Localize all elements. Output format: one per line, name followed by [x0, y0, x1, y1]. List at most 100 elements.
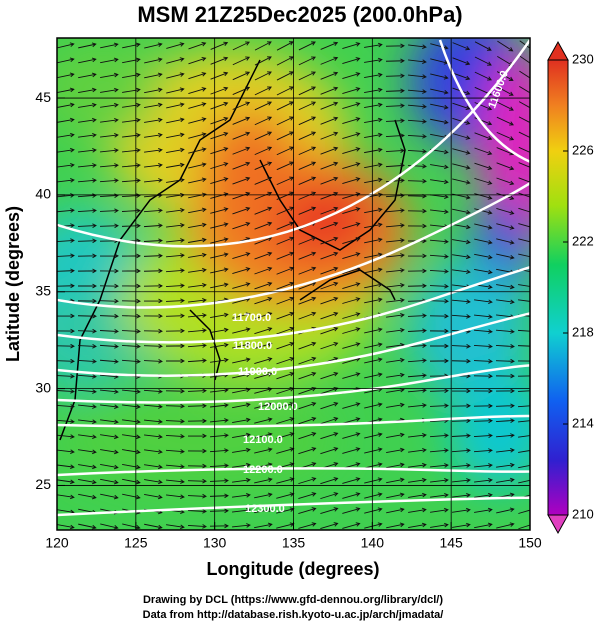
wind-arrow	[144, 57, 163, 64]
wind-arrow	[452, 102, 471, 110]
wind-arrow	[100, 404, 119, 409]
wind-arrow	[210, 237, 229, 244]
wind-arrow	[495, 358, 515, 364]
wind-arrow	[342, 522, 361, 529]
wind-arrow	[298, 266, 317, 275]
wind-arrow	[78, 102, 97, 108]
wind-arrow	[210, 403, 229, 408]
wind-arrow	[474, 223, 493, 230]
wind-arrow	[210, 101, 229, 110]
wind-arrow	[320, 447, 339, 455]
wind-arrow	[143, 298, 163, 304]
wind-arrow	[452, 269, 471, 275]
wind-arrow	[57, 238, 75, 243]
wind-arrow	[100, 493, 119, 500]
wind-arrow	[254, 342, 273, 350]
wind-arrow	[407, 343, 427, 348]
wind-arrow	[496, 238, 515, 245]
wind-arrow	[254, 462, 273, 469]
wind-arrow	[209, 448, 229, 453]
wind-arrow	[209, 493, 229, 499]
wind-arrow	[188, 102, 207, 109]
wind-arrow	[495, 373, 515, 379]
wind-arrow	[430, 478, 449, 483]
wind-arrow	[385, 223, 405, 228]
wind-arrow	[57, 102, 75, 108]
wind-arrow	[232, 282, 251, 289]
wind-arrow	[100, 478, 119, 485]
wind-arrow	[188, 222, 207, 229]
wind-arrow	[122, 117, 141, 123]
wind-arrow	[429, 343, 449, 349]
wind-arrow	[165, 283, 185, 288]
wind-arrow	[187, 388, 207, 394]
wind-arrow	[298, 56, 316, 66]
wind-arrow	[451, 403, 471, 409]
y-tick-label: 45	[35, 89, 51, 105]
wind-arrow	[298, 146, 317, 156]
wind-arrow	[429, 283, 449, 289]
wind-arrow	[78, 419, 97, 424]
wind-arrow	[144, 102, 163, 109]
x-tick-label: 125	[124, 535, 148, 551]
wind-arrow	[187, 343, 207, 348]
wind-arrow	[165, 434, 185, 439]
wind-arrow	[166, 132, 185, 139]
wind-arrow	[386, 283, 405, 288]
x-tick-label: 150	[518, 535, 542, 551]
wind-arrow	[298, 341, 317, 350]
wind-arrow	[342, 402, 361, 409]
wind-arrow	[78, 42, 97, 49]
wind-arrow	[474, 56, 492, 66]
wind-arrow	[122, 72, 141, 79]
wind-arrow	[496, 177, 515, 186]
wind-arrow	[385, 43, 405, 49]
wind-arrow	[254, 507, 273, 514]
wind-arrow	[144, 163, 163, 168]
wind-arrow	[210, 312, 229, 319]
wind-arrow	[364, 492, 383, 499]
wind-arrow	[188, 132, 207, 139]
wind-arrow	[342, 372, 361, 379]
wind-arrow	[452, 163, 471, 170]
wind-arrow	[386, 402, 405, 408]
wind-arrow	[320, 507, 339, 515]
wind-arrow	[386, 432, 405, 438]
contour-label: 12300.0	[245, 503, 285, 515]
wind-arrow	[210, 132, 229, 140]
wind-arrow	[320, 116, 339, 125]
wind-arrow	[386, 507, 405, 514]
wind-arrow	[166, 494, 185, 499]
wind-arrow	[386, 268, 405, 273]
wind-arrow	[99, 313, 119, 319]
wind-arrow	[209, 463, 229, 468]
wind-arrow	[121, 208, 141, 213]
wind-arrow	[143, 313, 163, 319]
wind-arrow	[166, 117, 185, 124]
contour-line	[57, 265, 530, 344]
wind-arrow	[254, 372, 273, 379]
wind-arrow	[100, 449, 119, 455]
wind-arrow	[364, 477, 383, 484]
wind-arrow	[232, 176, 251, 185]
wind-arrow	[166, 223, 185, 228]
wind-arrow	[452, 208, 471, 215]
wind-arrow	[165, 328, 185, 334]
wind-arrow	[122, 148, 141, 153]
wind-arrow	[298, 311, 317, 320]
wind-arrow	[452, 117, 471, 125]
wind-arrow	[77, 389, 97, 394]
wind-arrow	[342, 282, 361, 289]
wind-arrow	[122, 523, 141, 530]
wind-arrow	[122, 57, 141, 64]
wind-arrow	[518, 524, 530, 530]
wind-arrow	[496, 101, 514, 111]
wind-arrow	[232, 342, 251, 349]
wind-arrow	[57, 117, 75, 123]
wind-arrow	[342, 102, 361, 109]
wind-arrow	[209, 478, 229, 484]
wind-arrow	[165, 418, 185, 424]
wind-arrow	[188, 298, 207, 303]
wind-arrow	[517, 375, 530, 377]
wind-arrow	[518, 450, 530, 453]
